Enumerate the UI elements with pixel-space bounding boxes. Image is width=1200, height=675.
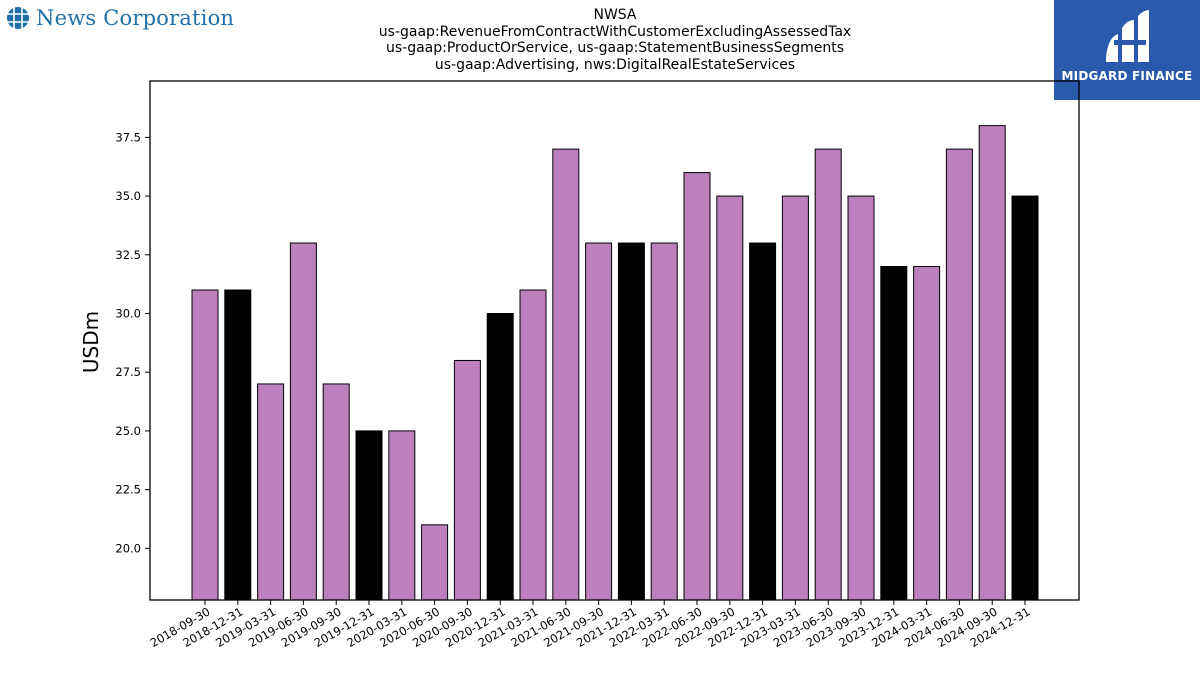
bar-2022-03-31 (650, 242, 678, 601)
bar-2019-09-30 (322, 383, 350, 601)
chart-title-line-1: NWSA (593, 7, 637, 23)
bar-2022-09-30 (716, 195, 744, 601)
y-tick-label-35.0: 35.0 (115, 189, 141, 203)
chart-title: NWSA us-gaap:RevenueFromContractWithCust… (300, 7, 930, 73)
plot-frame (149, 80, 1080, 601)
y-tick-label-20.0: 20.0 (115, 541, 141, 555)
bar-2018-09-30 (191, 289, 219, 601)
news-corp-logo-text: News Corporation (36, 6, 235, 30)
y-tick-label-27.5: 27.5 (115, 365, 141, 379)
bar-2024-09-30 (978, 125, 1006, 601)
bar-2023-06-30 (814, 148, 842, 601)
bar-2024-12-31 (1011, 195, 1039, 601)
bar-2021-09-30 (585, 242, 613, 601)
midgard-finance-logo-text: MIDGARD FINANCE (1061, 69, 1193, 83)
y-tick-label-37.5: 37.5 (115, 130, 141, 144)
bar-2020-09-30 (453, 359, 481, 601)
chart-title-line-3: us-gaap:ProductOrService, us-gaap:Statem… (385, 40, 844, 56)
bar-2020-12-31 (486, 312, 514, 601)
bar-2023-12-31 (880, 266, 908, 601)
globe-icon (7, 7, 29, 29)
bar-2021-03-31 (519, 289, 547, 601)
bar-2020-03-31 (388, 430, 416, 601)
bar-2024-03-31 (913, 266, 941, 601)
bar-2020-06-30 (421, 524, 449, 601)
y-tick-label-30.0: 30.0 (115, 306, 141, 320)
bar-2021-12-31 (617, 242, 645, 601)
y-tick-label-25.0: 25.0 (115, 424, 141, 438)
y-axis-label: USDm (79, 311, 103, 373)
news-corp-logo: News Corporation (6, 6, 234, 30)
bar-2019-06-30 (289, 242, 317, 601)
bar-2019-12-31 (355, 430, 383, 601)
x-axis: 2018-09-302018-12-312019-03-312019-06-30… (148, 600, 1033, 650)
bar-2018-12-31 (224, 289, 252, 601)
y-tick-label-22.5: 22.5 (115, 483, 141, 497)
bar-2022-12-31 (749, 242, 777, 601)
bar-2022-06-30 (683, 172, 711, 601)
bars-group (191, 125, 1039, 601)
y-tick-label-32.5: 32.5 (115, 248, 141, 262)
y-axis: 20.0 22.5 25.0 27.5 30.0 32.5 35.0 37.5 (115, 130, 150, 555)
bar-2023-09-30 (847, 195, 875, 601)
bar-2019-03-31 (257, 383, 285, 601)
chart-title-line-4: us-gaap:Advertising, nws:DigitalRealEsta… (434, 56, 796, 73)
chart-title-line-2: us-gaap:RevenueFromContractWithCustomerE… (378, 23, 852, 40)
midgard-finance-logo: MIDGARD FINANCE (1054, 0, 1200, 100)
bar-2021-06-30 (552, 148, 580, 601)
bar-2023-03-31 (781, 195, 809, 601)
bar-2024-06-30 (945, 148, 973, 601)
midgard-mark-icon (1106, 10, 1149, 62)
